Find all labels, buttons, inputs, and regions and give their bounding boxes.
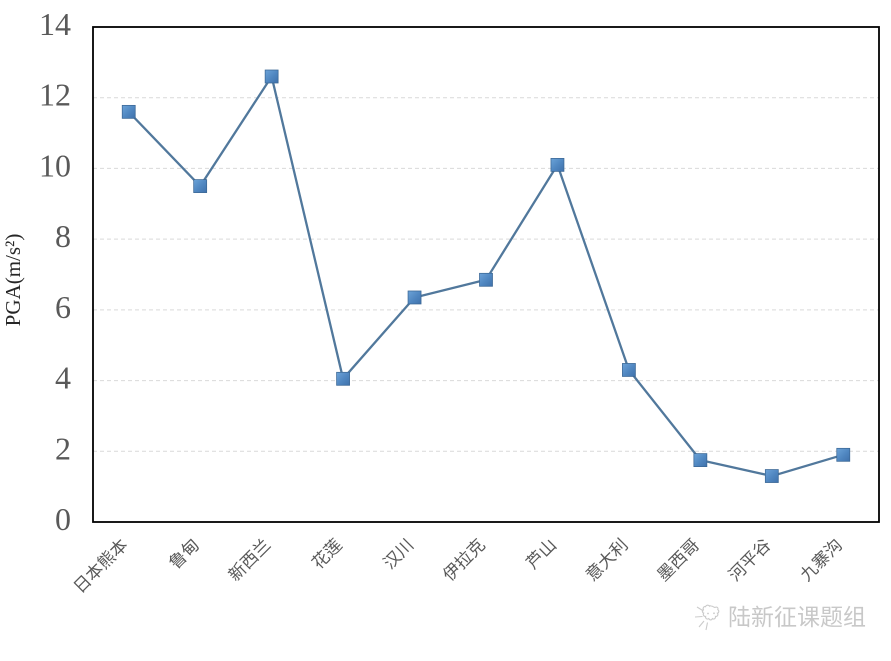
svg-text:墨西哥: 墨西哥 <box>654 535 703 584</box>
svg-text:2: 2 <box>55 430 71 466</box>
svg-text:汉川: 汉川 <box>380 535 417 572</box>
svg-text:PGA(m/s²): PGA(m/s²) <box>1 234 25 327</box>
svg-text:14: 14 <box>39 6 71 42</box>
svg-text:陆新征课题组: 陆新征课题组 <box>728 604 866 630</box>
svg-text:意大利: 意大利 <box>582 535 631 584</box>
svg-text:河平谷: 河平谷 <box>725 535 774 584</box>
svg-text:花莲: 花莲 <box>308 535 345 572</box>
svg-text:8: 8 <box>55 218 71 254</box>
svg-text:12: 12 <box>39 77 71 113</box>
svg-text:6: 6 <box>55 289 71 325</box>
svg-text:芦山: 芦山 <box>523 535 560 572</box>
svg-text:0: 0 <box>55 501 71 537</box>
svg-text:10: 10 <box>39 147 71 183</box>
svg-text:伊拉克: 伊拉克 <box>439 535 488 584</box>
svg-text:日本熊本: 日本熊本 <box>70 535 132 597</box>
svg-text:4: 4 <box>55 360 71 396</box>
svg-text:新西兰: 新西兰 <box>225 535 274 584</box>
svg-text:鲁甸: 鲁甸 <box>166 535 203 572</box>
svg-text:九寨沟: 九寨沟 <box>797 535 846 584</box>
